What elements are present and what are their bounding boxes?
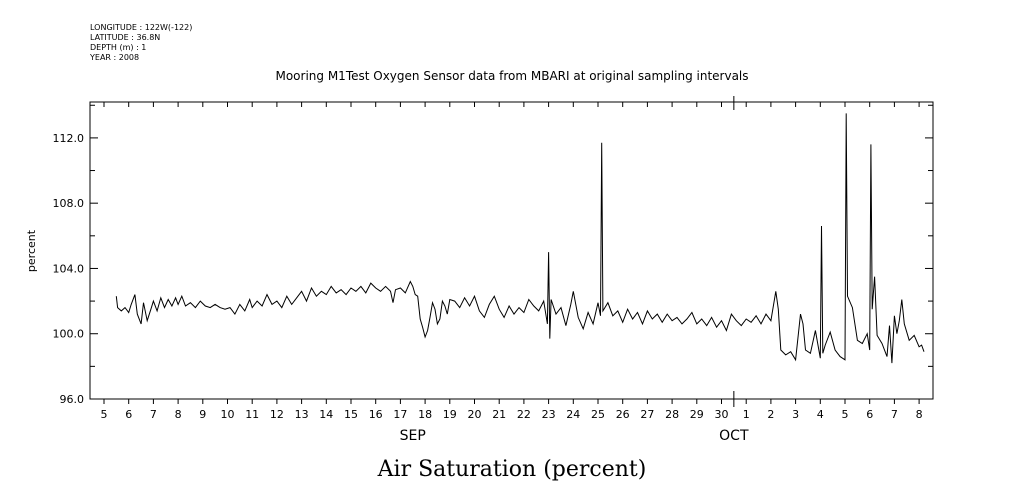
x-tick-label: 20: [468, 408, 482, 421]
x-tick-label: 26: [616, 408, 630, 421]
month-labels: SEP OCT: [400, 428, 749, 444]
y-axis-ticks: 96.0 100.0 104.0 108.0 112.0: [53, 104, 933, 406]
plot-frame: [89, 101, 934, 400]
x-tick-label: 30: [715, 408, 729, 421]
x-tick-label: 24: [566, 408, 580, 421]
meta-year: YEAR : 2008: [89, 53, 139, 62]
x-tick-label: 1: [743, 408, 750, 421]
x-tick-label: 13: [295, 408, 309, 421]
series-line-air-saturation: [115, 113, 925, 364]
x-tick-label: 7: [891, 408, 898, 421]
x-tick-label: 6: [125, 408, 132, 421]
x-tick-label: 21: [492, 408, 506, 421]
meta-latitude: LATITUDE : 36.8N: [90, 33, 160, 42]
x-tick-label: 4: [817, 408, 824, 421]
chart-title: Mooring M1Test Oxygen Sensor data from M…: [275, 69, 748, 83]
x-tick-label: 8: [916, 408, 923, 421]
x-tick-label: 12: [270, 408, 284, 421]
x-tick-label: 7: [150, 408, 157, 421]
x-tick-label: 15: [344, 408, 358, 421]
y-tick-label: 96.0: [60, 393, 85, 406]
month-label: OCT: [719, 428, 749, 444]
x-tick-label: 28: [665, 408, 679, 421]
x-tick-label: 27: [640, 408, 654, 421]
x-axis-ticks: 5 6 7 8 9 10 11 12 13 14 15 16 17 18 19 20 21 22 23 24 25 26 2…: [101, 96, 923, 421]
x-tick-label: 23: [542, 408, 556, 421]
x-tick-label: 10: [221, 408, 235, 421]
x-tick-label: 17: [393, 408, 407, 421]
x-tick-label: 22: [517, 408, 531, 421]
x-tick-label: 2: [767, 408, 774, 421]
chart-caption: Air Saturation (percent): [377, 457, 647, 482]
x-tick-label: 29: [690, 408, 704, 421]
meta-longitude: LONGITUDE : 122W(-122): [90, 23, 192, 32]
metadata-block: LONGITUDE : 122W(-122) LATITUDE : 36.8N …: [89, 23, 192, 62]
y-axis-label: percent: [25, 229, 38, 272]
x-tick-label: 9: [199, 408, 206, 421]
x-tick-label: 19: [443, 408, 457, 421]
x-tick-label: 8: [175, 408, 182, 421]
y-tick-label: 100.0: [53, 328, 85, 341]
y-tick-label: 112.0: [53, 132, 85, 145]
x-tick-label: 25: [591, 408, 605, 421]
y-tick-label: 104.0: [53, 262, 85, 275]
x-tick-label: 5: [842, 408, 849, 421]
x-tick-label: 16: [369, 408, 383, 421]
meta-depth: DEPTH (m) : 1: [90, 43, 146, 52]
x-tick-label: 6: [866, 408, 873, 421]
x-tick-label: 18: [418, 408, 432, 421]
x-tick-label: 11: [245, 408, 259, 421]
y-tick-label: 108.0: [53, 197, 85, 210]
month-label: SEP: [400, 428, 426, 444]
x-tick-label: 14: [319, 408, 333, 421]
x-tick-label: 3: [792, 408, 799, 421]
x-tick-label: 5: [101, 408, 108, 421]
